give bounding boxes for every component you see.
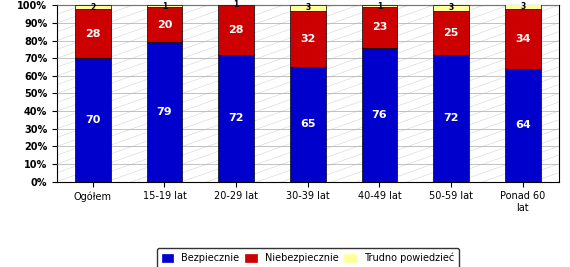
Bar <box>75 58 111 182</box>
Bar <box>505 9 541 69</box>
Text: 2: 2 <box>90 3 95 11</box>
Bar <box>361 7 397 48</box>
Text: 32: 32 <box>300 34 315 44</box>
Text: 65: 65 <box>300 119 316 129</box>
Text: 28: 28 <box>229 25 244 35</box>
Bar <box>290 11 325 67</box>
Bar <box>75 5 111 9</box>
Bar <box>218 3 254 5</box>
Bar <box>146 5 182 7</box>
Bar <box>290 67 325 182</box>
Bar <box>361 5 397 7</box>
Text: 3: 3 <box>520 2 526 11</box>
Text: 23: 23 <box>372 22 387 32</box>
Bar <box>75 9 111 58</box>
Text: 3: 3 <box>449 3 454 13</box>
Text: 25: 25 <box>443 28 459 38</box>
Bar <box>218 55 254 182</box>
Bar <box>505 69 541 182</box>
Bar <box>433 11 469 55</box>
Bar <box>146 42 182 182</box>
Text: 79: 79 <box>157 107 172 117</box>
Text: 20: 20 <box>157 20 172 30</box>
Text: 72: 72 <box>229 113 244 123</box>
Text: 64: 64 <box>515 120 531 130</box>
Bar <box>290 5 325 11</box>
Text: 28: 28 <box>85 29 100 38</box>
Text: 76: 76 <box>372 109 387 120</box>
Bar <box>361 48 397 182</box>
Bar <box>433 5 469 11</box>
Bar <box>218 5 254 55</box>
Bar <box>433 55 469 182</box>
Text: 34: 34 <box>515 34 531 44</box>
Text: 70: 70 <box>85 115 100 125</box>
Text: 1: 1 <box>234 0 239 9</box>
Text: 72: 72 <box>443 113 459 123</box>
Text: 1: 1 <box>377 2 382 11</box>
Bar <box>505 3 541 9</box>
Legend: Bezpiecznie, Niebezpiecznie, Trudno powiedzieć: Bezpiecznie, Niebezpiecznie, Trudno powi… <box>157 248 459 267</box>
Bar <box>146 7 182 42</box>
Text: 3: 3 <box>305 3 311 13</box>
Text: 1: 1 <box>162 2 167 11</box>
